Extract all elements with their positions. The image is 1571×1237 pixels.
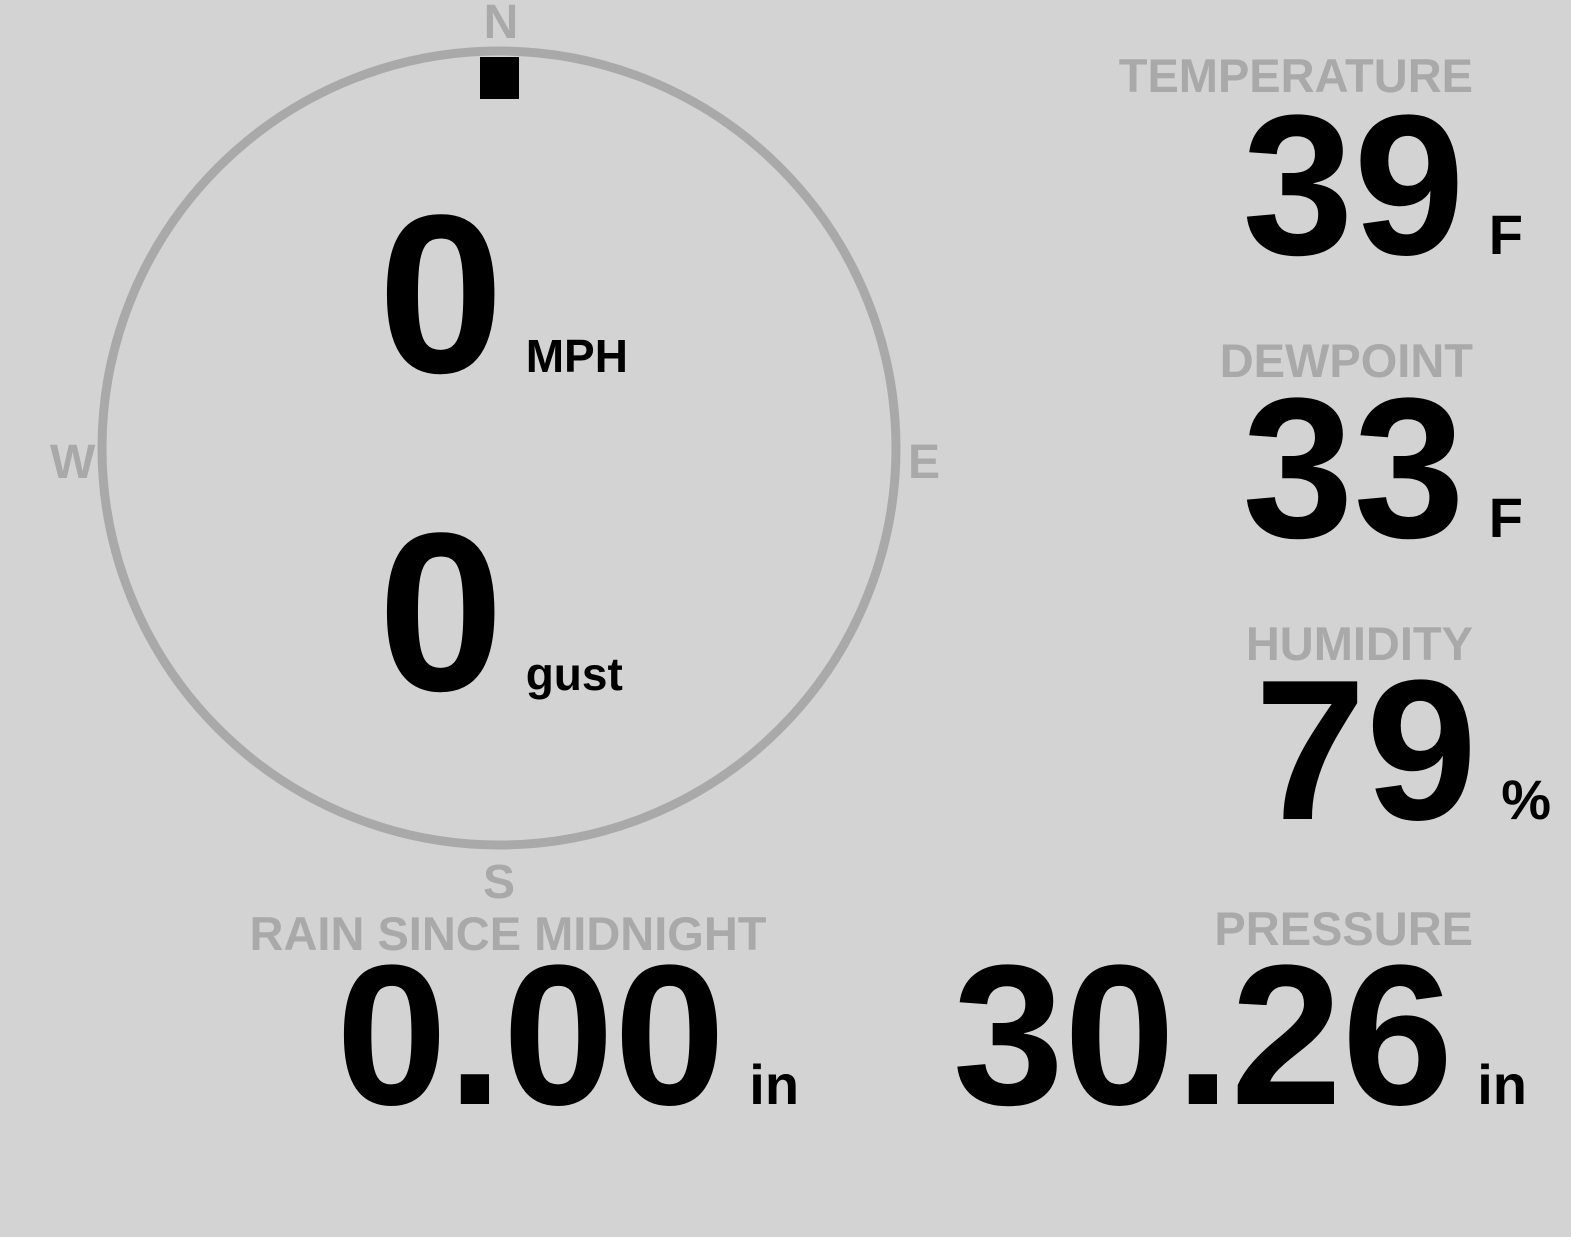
dewpoint-value: 33 (1242, 357, 1465, 580)
pressure-reading: 30.26 in (953, 936, 1527, 1136)
dewpoint-unit: F (1488, 486, 1523, 549)
dewpoint-reading: 33 F (1242, 369, 1523, 569)
humidity-label: HUMIDITY (1245, 617, 1473, 670)
compass-east-label: E (908, 436, 941, 489)
rain-unit: in (749, 1053, 800, 1116)
wind-gust-value: 0 (378, 485, 504, 738)
compass-south-label: S (482, 856, 516, 909)
humidity-value: 79 (1254, 639, 1478, 862)
wind-gust: 0 gust (378, 499, 623, 725)
rain-label: RAIN SINCE MIDNIGHT (249, 907, 767, 960)
pressure-value: 30.26 (952, 924, 1454, 1147)
temperature-value: 39 (1242, 74, 1465, 297)
humidity-reading: 79 % (1255, 651, 1551, 851)
compass-ring (97, 46, 901, 850)
rain-value: 0.00 (336, 924, 726, 1147)
compass-west-label: W (50, 436, 96, 489)
pressure-label: PRESSURE (1214, 902, 1473, 955)
temperature-unit: F (1488, 203, 1523, 266)
temperature-label: TEMPERATURE (1118, 49, 1473, 102)
wind-speed: 0 MPH (378, 181, 628, 407)
wind-speed-unit: MPH (525, 330, 628, 382)
temperature-reading: 39 F (1242, 86, 1523, 286)
rain-reading: 0.00 in (336, 936, 799, 1136)
wind-direction-marker (480, 57, 519, 99)
pressure-unit: in (1477, 1053, 1527, 1116)
wind-speed-value: 0 (378, 167, 504, 420)
dewpoint-label: DEWPOINT (1219, 334, 1473, 387)
wind-gust-unit: gust (525, 648, 623, 700)
compass-north-label: N (483, 0, 519, 49)
humidity-unit: % (1501, 768, 1551, 831)
